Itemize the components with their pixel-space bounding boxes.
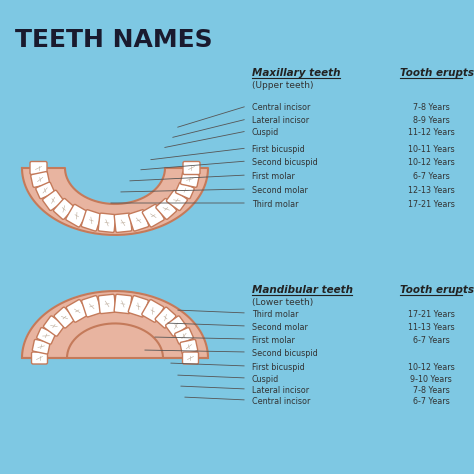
FancyBboxPatch shape bbox=[30, 162, 47, 174]
Polygon shape bbox=[22, 168, 208, 235]
Text: Second molar: Second molar bbox=[252, 186, 308, 195]
FancyBboxPatch shape bbox=[98, 213, 116, 232]
Text: Third molar: Third molar bbox=[252, 310, 299, 319]
Text: 12-13 Years: 12-13 Years bbox=[408, 186, 455, 195]
Text: Tooth erupts: Tooth erupts bbox=[400, 68, 474, 78]
FancyBboxPatch shape bbox=[31, 352, 47, 364]
FancyBboxPatch shape bbox=[114, 294, 132, 314]
FancyBboxPatch shape bbox=[43, 190, 64, 210]
FancyBboxPatch shape bbox=[114, 213, 132, 232]
FancyBboxPatch shape bbox=[174, 328, 193, 344]
FancyBboxPatch shape bbox=[82, 296, 102, 317]
Text: Second molar: Second molar bbox=[252, 323, 308, 332]
FancyBboxPatch shape bbox=[182, 352, 199, 364]
FancyBboxPatch shape bbox=[98, 294, 116, 314]
Text: 17-21 Years: 17-21 Years bbox=[408, 310, 455, 319]
Text: 7-8 Years: 7-8 Years bbox=[413, 386, 449, 395]
FancyBboxPatch shape bbox=[66, 204, 88, 227]
Text: Second bicuspid: Second bicuspid bbox=[252, 158, 318, 167]
FancyBboxPatch shape bbox=[155, 307, 176, 328]
Text: Central incisor: Central incisor bbox=[252, 397, 310, 406]
Text: 17-21 Years: 17-21 Years bbox=[408, 200, 455, 209]
Text: First bicuspid: First bicuspid bbox=[252, 145, 305, 154]
Text: Maxillary teeth: Maxillary teeth bbox=[252, 68, 340, 78]
FancyBboxPatch shape bbox=[180, 339, 198, 354]
Text: 11-13 Years: 11-13 Years bbox=[408, 323, 454, 332]
Text: (Lower teeth): (Lower teeth) bbox=[252, 298, 313, 307]
FancyBboxPatch shape bbox=[128, 210, 149, 231]
FancyBboxPatch shape bbox=[183, 162, 200, 174]
Text: 6-7 Years: 6-7 Years bbox=[413, 336, 449, 345]
Text: TEETH NAMES: TEETH NAMES bbox=[15, 28, 213, 52]
Text: Central incisor: Central incisor bbox=[252, 103, 310, 112]
FancyBboxPatch shape bbox=[166, 190, 187, 210]
Text: First molar: First molar bbox=[252, 172, 295, 181]
FancyBboxPatch shape bbox=[82, 210, 101, 231]
FancyBboxPatch shape bbox=[66, 300, 88, 322]
FancyBboxPatch shape bbox=[54, 307, 75, 328]
Text: First bicuspid: First bicuspid bbox=[252, 363, 305, 372]
FancyBboxPatch shape bbox=[181, 172, 199, 187]
FancyBboxPatch shape bbox=[128, 296, 148, 317]
Text: 8-9 Years: 8-9 Years bbox=[413, 116, 449, 125]
Text: Cuspid: Cuspid bbox=[252, 375, 279, 384]
FancyBboxPatch shape bbox=[31, 172, 50, 187]
FancyBboxPatch shape bbox=[44, 316, 64, 336]
FancyBboxPatch shape bbox=[36, 182, 55, 199]
FancyBboxPatch shape bbox=[32, 339, 50, 354]
Text: Second bicuspid: Second bicuspid bbox=[252, 349, 318, 358]
Text: 11-12 Years: 11-12 Years bbox=[408, 128, 455, 137]
FancyBboxPatch shape bbox=[54, 199, 74, 219]
FancyBboxPatch shape bbox=[36, 328, 55, 344]
Text: 6-7 Years: 6-7 Years bbox=[413, 397, 449, 406]
Text: 10-12 Years: 10-12 Years bbox=[408, 158, 455, 167]
Text: First molar: First molar bbox=[252, 336, 295, 345]
Polygon shape bbox=[22, 291, 208, 358]
Text: Third molar: Third molar bbox=[252, 200, 299, 209]
FancyBboxPatch shape bbox=[175, 182, 194, 199]
Text: Cuspid: Cuspid bbox=[252, 128, 279, 137]
Text: 6-7 Years: 6-7 Years bbox=[413, 172, 449, 181]
Text: Lateral incisor: Lateral incisor bbox=[252, 386, 309, 395]
Text: 7-8 Years: 7-8 Years bbox=[413, 103, 449, 112]
FancyBboxPatch shape bbox=[165, 316, 187, 336]
FancyBboxPatch shape bbox=[156, 199, 176, 219]
Text: Mandibular teeth: Mandibular teeth bbox=[252, 285, 353, 295]
Text: Lateral incisor: Lateral incisor bbox=[252, 116, 309, 125]
FancyBboxPatch shape bbox=[142, 300, 164, 322]
Text: (Upper teeth): (Upper teeth) bbox=[252, 81, 313, 90]
Text: 10-11 Years: 10-11 Years bbox=[408, 145, 454, 154]
Text: 9-10 Years: 9-10 Years bbox=[410, 375, 452, 384]
FancyBboxPatch shape bbox=[142, 204, 164, 227]
Text: 10-12 Years: 10-12 Years bbox=[408, 363, 455, 372]
Text: Tooth erupts: Tooth erupts bbox=[400, 285, 474, 295]
